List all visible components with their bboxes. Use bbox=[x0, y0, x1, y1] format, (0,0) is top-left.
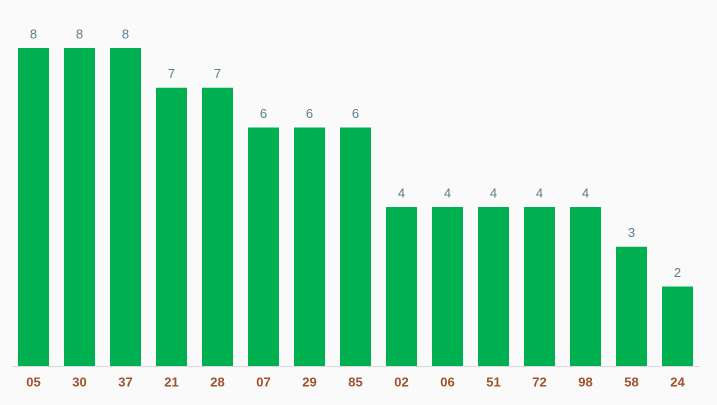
bar bbox=[386, 207, 417, 366]
bar bbox=[570, 207, 601, 366]
bar bbox=[432, 207, 463, 366]
bar bbox=[202, 87, 233, 366]
value-label: 4 bbox=[490, 185, 497, 200]
x-tick-label: 02 bbox=[394, 374, 408, 389]
value-label: 4 bbox=[582, 185, 589, 200]
value-label: 8 bbox=[30, 26, 37, 41]
value-label: 8 bbox=[76, 26, 83, 41]
bar bbox=[248, 127, 279, 366]
bar bbox=[524, 207, 555, 366]
x-tick-label: 58 bbox=[624, 374, 638, 389]
bar bbox=[294, 127, 325, 366]
bar bbox=[64, 48, 95, 366]
value-label: 7 bbox=[168, 66, 175, 81]
x-tick-label: 98 bbox=[578, 374, 592, 389]
bar bbox=[662, 286, 693, 366]
x-tick-label: 28 bbox=[210, 374, 224, 389]
x-tick-label: 29 bbox=[302, 374, 316, 389]
bar bbox=[110, 48, 141, 366]
x-tick-label: 06 bbox=[440, 374, 454, 389]
x-tick-label: 21 bbox=[164, 374, 178, 389]
bar bbox=[340, 127, 371, 366]
x-tick-label: 05 bbox=[26, 374, 40, 389]
x-tick-label: 07 bbox=[256, 374, 270, 389]
x-tick-label: 72 bbox=[532, 374, 546, 389]
bar bbox=[156, 87, 187, 366]
value-label: 6 bbox=[306, 106, 313, 121]
value-label: 6 bbox=[352, 106, 359, 121]
value-label: 4 bbox=[444, 185, 451, 200]
x-tick-label: 37 bbox=[118, 374, 132, 389]
bar bbox=[18, 48, 49, 366]
x-tick-label: 30 bbox=[72, 374, 86, 389]
value-label: 6 bbox=[260, 106, 267, 121]
x-tick-label: 85 bbox=[348, 374, 362, 389]
value-label: 2 bbox=[674, 265, 681, 280]
value-label: 3 bbox=[628, 225, 635, 240]
bar bbox=[616, 246, 647, 366]
value-label: 7 bbox=[214, 66, 221, 81]
value-label: 4 bbox=[398, 185, 405, 200]
x-tick-label: 24 bbox=[670, 374, 685, 389]
bar bbox=[478, 207, 509, 366]
x-tick-label: 51 bbox=[486, 374, 500, 389]
value-label: 8 bbox=[122, 26, 129, 41]
value-label: 4 bbox=[536, 185, 543, 200]
